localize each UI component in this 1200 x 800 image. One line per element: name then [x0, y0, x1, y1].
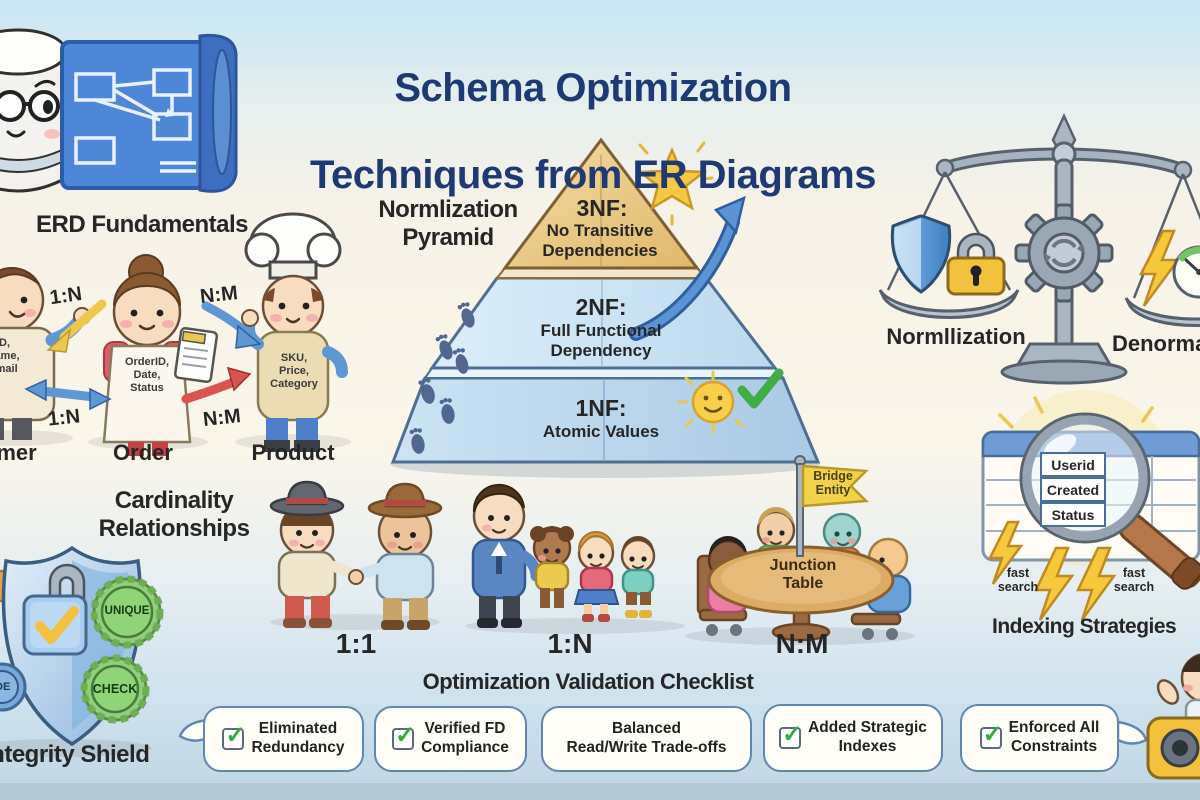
junction-table-scene	[685, 455, 915, 645]
database-mascot-icon	[0, 28, 68, 193]
integrity-shield-heading: Integrity Shield	[0, 741, 150, 768]
normalization-shield-icon	[890, 214, 952, 294]
checklist-item-text: Balanced Read/Write Trade-offs	[566, 720, 727, 756]
relation-1n-top-label: 1:N	[48, 282, 84, 310]
checklist-item-balanced-tradeoffs: Balanced Read/Write Trade-offs	[541, 706, 752, 772]
checklist-item-text: Added Strategic Indexes	[808, 719, 927, 755]
checklist-item-text: Enforced All Constraints	[1008, 719, 1100, 755]
order-attributes: OrderID, Date, Status	[124, 356, 170, 395]
ground-shadow-band	[0, 783, 1200, 800]
pyramid-1nf-name: 1NF:	[575, 395, 627, 421]
checkbox-checked-icon: ✓	[979, 721, 1003, 749]
checklist-heading: Optimization Validation Checklist	[422, 669, 754, 694]
erd-fundamentals-heading: ERD Fundamentals	[35, 211, 249, 238]
index-column-created: Created	[1040, 477, 1106, 502]
arrow-nm-bottom-icon	[181, 366, 252, 404]
one-to-many-family	[465, 483, 685, 634]
checklist-item-text: Eliminated Redundancy	[251, 720, 345, 756]
cardinality-heading: Cardinality Relationships	[98, 487, 250, 542]
pyramid-heading: Normlization Pyramid	[378, 196, 518, 251]
bubble-tail-left	[178, 718, 210, 742]
checklist-item-eliminated-redundancy: ✓ Eliminated Redundancy	[203, 706, 364, 772]
relation-nm-bottom-label: N:M	[202, 405, 242, 431]
index-column-status: Status	[1040, 502, 1106, 527]
fast-search-right-label: fast search	[1113, 566, 1155, 595]
product-attributes: SKU, Price, Category	[270, 352, 318, 391]
green-check-icon	[737, 368, 784, 409]
customer-label: Customer	[0, 440, 37, 465]
speed-gauge-icon	[1172, 245, 1200, 299]
normalization-lock-icon	[946, 232, 1006, 296]
checkbox-checked-icon: ✓	[222, 722, 246, 750]
er-blueprint-icon	[60, 33, 238, 193]
progress-arrow-icon	[629, 195, 746, 341]
check-badge-label: CHECK	[92, 682, 138, 696]
title-line2: Techniques from ER Diagrams	[310, 152, 876, 197]
bridge-entity-flag-label: Bridge Entity	[813, 469, 853, 498]
bubble-tail-right	[1116, 720, 1148, 745]
tradeoff-gear-icon	[1014, 203, 1114, 303]
arrow-nm-top-icon	[201, 301, 262, 349]
partial-badge-icon	[0, 662, 27, 712]
scale-right-label: Denormalization	[1112, 331, 1200, 356]
junction-table-label: Junction Table	[769, 557, 837, 592]
one-to-one-couple	[269, 480, 443, 630]
scale-left-label: Normllization	[886, 324, 1026, 349]
sun-smiley-icon	[677, 370, 744, 434]
bridge-entity-flag-icon	[801, 464, 869, 508]
check-badge-icon	[80, 654, 150, 724]
fast-search-left-label: fast search	[997, 566, 1039, 595]
indexing-heading: Indexing Strategies	[992, 615, 1177, 638]
checklist-item-verified-fd: ✓ Verified FD Compliance	[374, 706, 527, 772]
fast-search-bolts-icon	[987, 520, 1117, 621]
index-column-userid: Userid	[1040, 452, 1106, 477]
pyramid-2nf-name: 2NF:	[575, 294, 627, 320]
one-to-one-label: 1:1	[335, 628, 377, 659]
partial-badge-label: DE	[0, 681, 11, 693]
unique-badge-icon	[90, 575, 164, 649]
page-title: Schema Optimization Techniques from ER D…	[310, 24, 876, 197]
checklist-item-strategic-indexes: ✓ Added Strategic Indexes	[763, 704, 943, 772]
relation-nm-top-label: N:M	[199, 282, 239, 308]
pyramid-2nf-desc: Full Functional Dependency	[540, 321, 662, 361]
arrow-1n-bottom-icon	[24, 378, 112, 411]
title-line1: Schema Optimization	[394, 66, 792, 111]
checkbox-checked-icon: ✓	[779, 721, 802, 749]
checkbox-checked-icon: ✓	[392, 722, 415, 750]
many-to-many-label: N:M	[775, 628, 829, 659]
pyramid-3nf-name: 3NF:	[576, 195, 628, 221]
relation-1n-bottom-label: 1:N	[46, 405, 82, 431]
checklist-item-enforced-constraints: ✓ Enforced All Constraints	[960, 704, 1119, 772]
arrow-1n-top-icon	[46, 299, 107, 353]
product-label: Product	[251, 440, 335, 465]
pyramid-3nf-desc: No Transitive Dependencies	[542, 221, 658, 261]
achievement-star-icon	[636, 141, 714, 226]
order-character	[88, 254, 219, 456]
order-label: Order	[113, 440, 173, 465]
tape-measure-character	[1146, 653, 1200, 780]
one-to-many-label: 1:N	[547, 628, 593, 659]
product-character	[235, 212, 351, 452]
pyramid-1nf-desc: Atomic Values	[542, 422, 660, 441]
customer-attributes: ID, Name, Email	[0, 337, 20, 376]
performance-bolt-icon	[1138, 229, 1181, 307]
unique-badge-label: UNIQUE	[104, 605, 150, 617]
footprints-icon	[409, 302, 475, 454]
checklist-item-text: Verified FD Compliance	[421, 720, 509, 756]
